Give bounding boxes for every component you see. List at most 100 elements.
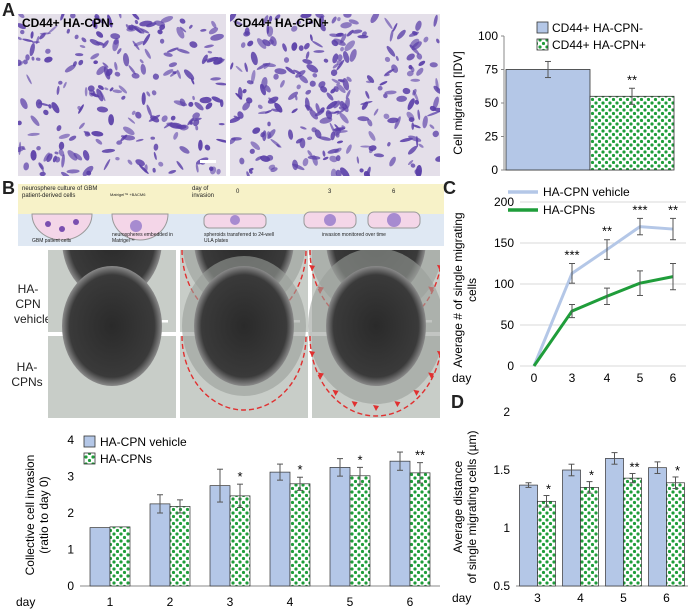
y-tick-label: 50 bbox=[485, 96, 499, 110]
panel-letter-b: B bbox=[2, 178, 15, 198]
stained-cell bbox=[97, 85, 104, 90]
stained-cell bbox=[361, 31, 367, 37]
stained-cell bbox=[370, 14, 380, 24]
micrograph-label-right: CD44+ HA-CPN+ bbox=[234, 16, 329, 30]
y-axis-label: Collective cell invasion bbox=[23, 455, 37, 576]
stained-cell bbox=[22, 59, 28, 65]
stained-cell bbox=[20, 29, 25, 35]
stained-cell bbox=[166, 47, 179, 53]
stained-cell bbox=[135, 138, 144, 142]
significance-marker: ** bbox=[602, 224, 612, 239]
stained-cell bbox=[205, 102, 213, 110]
stained-cell bbox=[330, 131, 336, 141]
invasion-arrowhead bbox=[428, 372, 435, 379]
stained-cell bbox=[179, 146, 190, 154]
stained-cell bbox=[337, 54, 343, 61]
chart-b-collective-invasion: 0 1 2 3 4 Collective cell invasion (ratio to d… bbox=[16, 433, 440, 609]
y-axis-label: of single migrating cells (µm) bbox=[465, 431, 479, 584]
y-tick-label: 0 bbox=[67, 579, 74, 593]
stained-cell bbox=[117, 48, 122, 55]
stained-cell bbox=[151, 90, 157, 96]
stained-cell bbox=[412, 124, 421, 129]
stained-cell bbox=[18, 120, 22, 126]
stained-cell bbox=[203, 56, 217, 62]
stained-cell bbox=[416, 135, 419, 148]
stained-cell bbox=[302, 158, 309, 167]
stained-cell bbox=[159, 38, 165, 44]
stained-cell bbox=[246, 171, 251, 176]
stained-cell bbox=[383, 93, 388, 99]
stained-cell bbox=[335, 132, 340, 138]
stained-cell bbox=[54, 151, 59, 155]
y-axis-label: cells bbox=[465, 278, 479, 302]
bar-hacpns bbox=[229, 495, 251, 587]
y-tick-label: 1.5 bbox=[493, 463, 510, 477]
stained-cell bbox=[242, 101, 251, 111]
stained-cell bbox=[302, 59, 313, 65]
stained-cell bbox=[142, 33, 151, 46]
stained-cell bbox=[411, 122, 415, 130]
stained-cell bbox=[340, 167, 350, 176]
stained-cell bbox=[139, 20, 153, 27]
stained-cell bbox=[31, 56, 35, 61]
stained-cell bbox=[356, 156, 360, 164]
stained-cell bbox=[435, 155, 440, 162]
stained-cell bbox=[360, 100, 373, 105]
legend-label: HA-CPNs bbox=[100, 452, 152, 466]
invasion-arrowhead bbox=[351, 401, 358, 408]
stained-cell bbox=[115, 157, 120, 161]
stained-cell bbox=[163, 52, 173, 57]
stained-cell bbox=[260, 132, 266, 138]
stained-cell bbox=[256, 63, 268, 70]
stained-cell bbox=[256, 38, 267, 49]
stained-cell bbox=[392, 22, 398, 32]
stained-cell bbox=[336, 83, 346, 93]
bar-vehicle bbox=[149, 503, 171, 587]
stained-cell bbox=[61, 154, 65, 168]
stained-cell bbox=[311, 127, 317, 133]
stained-cell bbox=[208, 27, 219, 35]
invasion-arrowhead bbox=[309, 350, 316, 357]
stained-cell bbox=[414, 99, 420, 105]
stained-cell bbox=[39, 102, 50, 107]
schematic-day-3: 3 bbox=[328, 189, 332, 195]
stained-cell bbox=[343, 51, 350, 63]
stained-cell bbox=[63, 81, 67, 89]
stained-cell bbox=[291, 42, 298, 51]
stained-cell bbox=[396, 29, 406, 40]
stained-cell bbox=[20, 98, 28, 110]
schematic-inset-text: Matrigel™ +BACM6 bbox=[110, 192, 146, 197]
stained-cell bbox=[140, 63, 146, 75]
stained-cell bbox=[176, 48, 190, 54]
stained-cell bbox=[176, 160, 184, 170]
stained-cell bbox=[61, 171, 71, 176]
stained-cell bbox=[312, 155, 318, 166]
stained-cell bbox=[288, 91, 299, 100]
stained-cell bbox=[157, 29, 163, 35]
stained-cell bbox=[102, 62, 109, 68]
stained-cell bbox=[128, 65, 136, 75]
stained-cell bbox=[204, 44, 214, 48]
stained-cell bbox=[230, 62, 234, 70]
stained-cell bbox=[25, 54, 30, 61]
stained-cell bbox=[210, 77, 221, 81]
stained-cell bbox=[243, 31, 251, 37]
stained-cell bbox=[39, 171, 46, 176]
stained-cell bbox=[210, 166, 217, 175]
stained-cell bbox=[48, 104, 52, 109]
stained-cell bbox=[110, 33, 121, 40]
spheroid-image-grid bbox=[48, 250, 440, 418]
bar-hacpns bbox=[580, 487, 599, 587]
stained-cell bbox=[250, 141, 261, 150]
invasion-arrowhead bbox=[317, 372, 324, 379]
stained-cell bbox=[335, 155, 341, 162]
stained-cell bbox=[267, 121, 271, 127]
stained-cell bbox=[89, 38, 100, 46]
stained-cell bbox=[322, 150, 326, 157]
stained-cell bbox=[399, 137, 413, 143]
stained-cell bbox=[291, 108, 298, 114]
stained-cell bbox=[402, 87, 411, 95]
stained-cell bbox=[123, 52, 130, 67]
stained-cell bbox=[83, 130, 91, 136]
y-axis-label: (ratio to day 0) bbox=[37, 476, 51, 553]
